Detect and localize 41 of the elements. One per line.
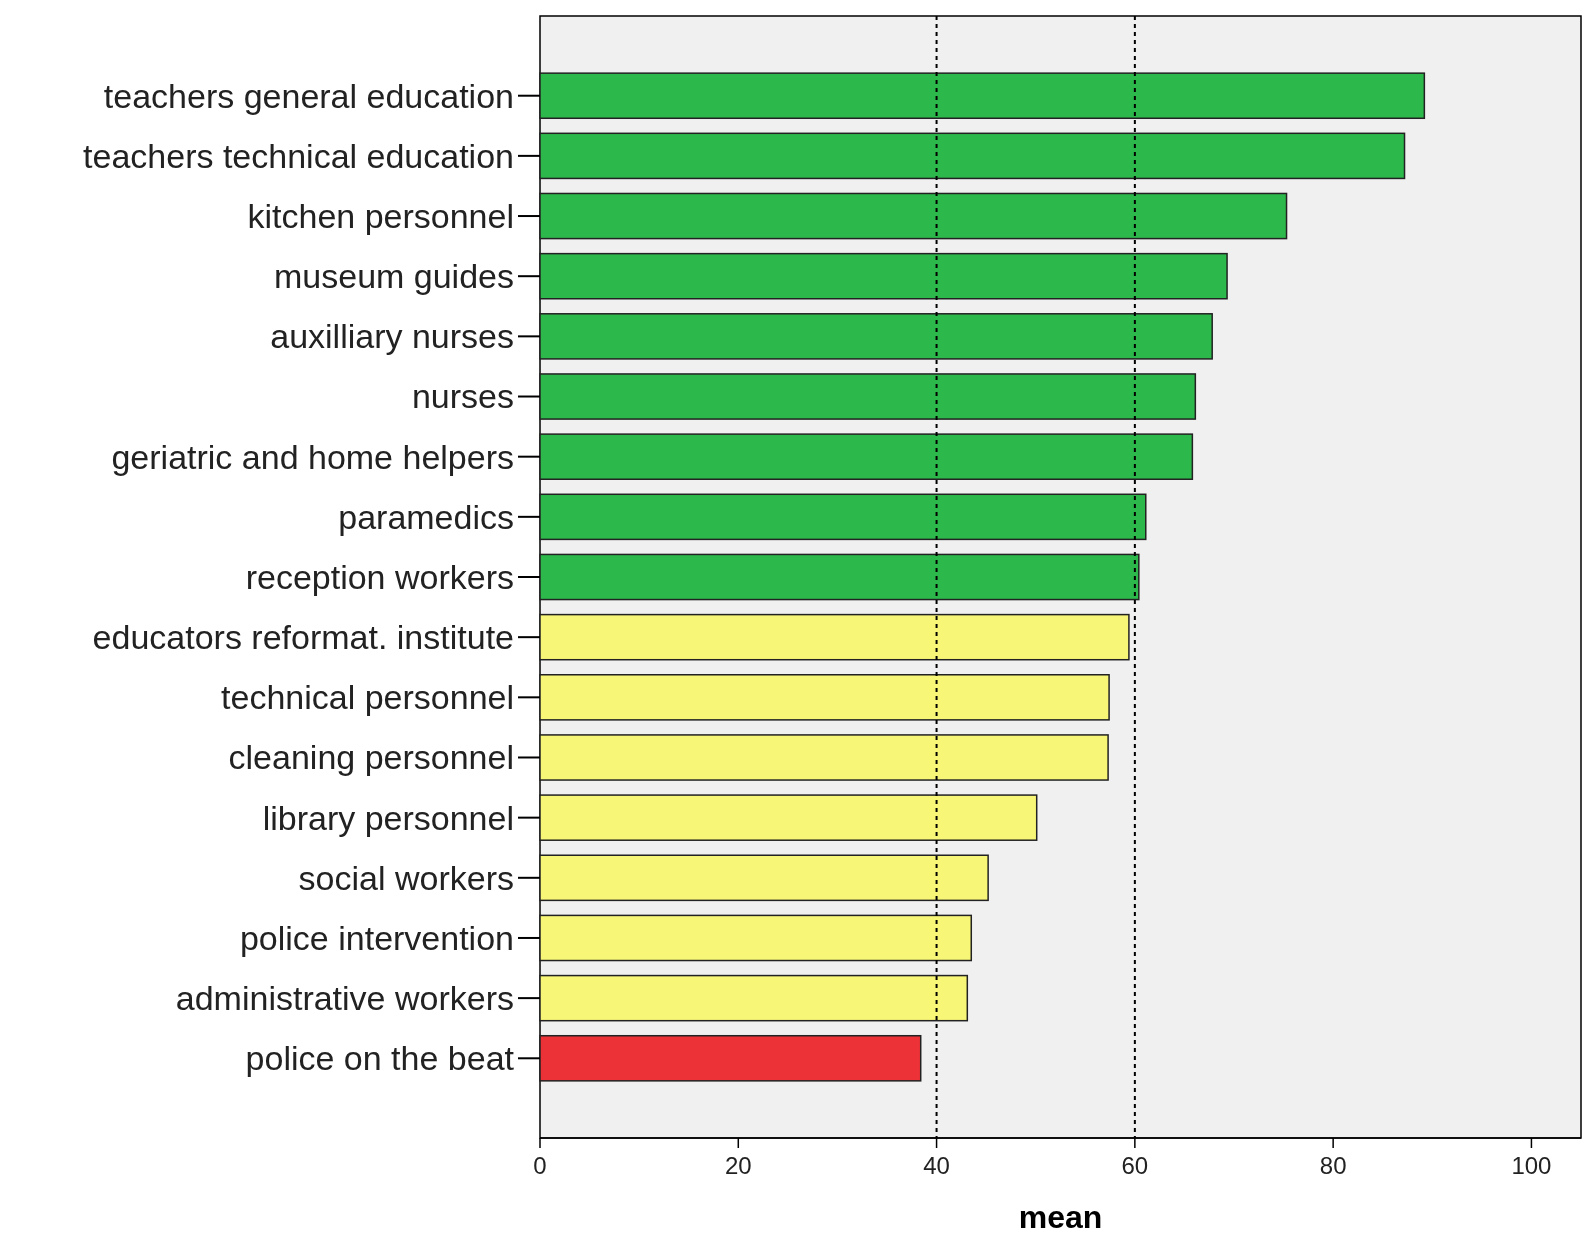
- bar: [539, 974, 969, 1022]
- bar: [539, 854, 989, 902]
- y-tick-label: library personnel: [262, 798, 514, 837]
- bar: [539, 914, 973, 962]
- x-tick-label: 60: [1121, 1152, 1149, 1179]
- y-tick-label: paramedics: [338, 497, 514, 536]
- bar: [539, 613, 1130, 661]
- y-tick-label: geriatric and home helpers: [111, 437, 514, 476]
- y-tick-label: administrative workers: [175, 979, 514, 1018]
- y-tick-label: museum guides: [273, 257, 514, 296]
- bar: [539, 734, 1109, 781]
- y-tick-label: educators reformat. institute: [92, 618, 514, 657]
- bar: [539, 72, 1426, 120]
- bar: [539, 493, 1147, 541]
- bar: [539, 192, 1288, 240]
- y-tick-label: teachers general education: [103, 76, 514, 115]
- bar: [539, 252, 1228, 300]
- bar: [539, 674, 1110, 721]
- y-tick-label: cleaning personnel: [228, 738, 514, 777]
- x-tick-label: 40: [923, 1152, 950, 1179]
- bar: [539, 553, 1140, 601]
- x-tick-label: 0: [533, 1152, 547, 1179]
- y-tick-label: social workers: [298, 858, 514, 897]
- bar: [539, 794, 1038, 841]
- bar: [539, 373, 1197, 420]
- x-axis-title: mean: [1018, 1199, 1103, 1235]
- bar: [539, 313, 1213, 360]
- y-tick-label: auxilliary nurses: [270, 317, 514, 356]
- bar: [539, 433, 1194, 480]
- y-tick-label: police on the beat: [245, 1039, 515, 1078]
- x-tick-label: 80: [1319, 1152, 1347, 1179]
- y-tick-label: teachers technical education: [83, 136, 514, 175]
- y-tick-label: police intervention: [239, 918, 514, 957]
- x-tick-label: 20: [724, 1152, 752, 1179]
- y-tick-label: technical personnel: [221, 678, 514, 717]
- x-tick-label: 100: [1511, 1152, 1552, 1179]
- y-tick-label: reception workers: [245, 557, 514, 596]
- bar: [539, 132, 1406, 180]
- y-tick-label: kitchen personnel: [247, 196, 514, 235]
- y-tick-label: nurses: [411, 377, 514, 416]
- bar: [539, 1034, 922, 1082]
